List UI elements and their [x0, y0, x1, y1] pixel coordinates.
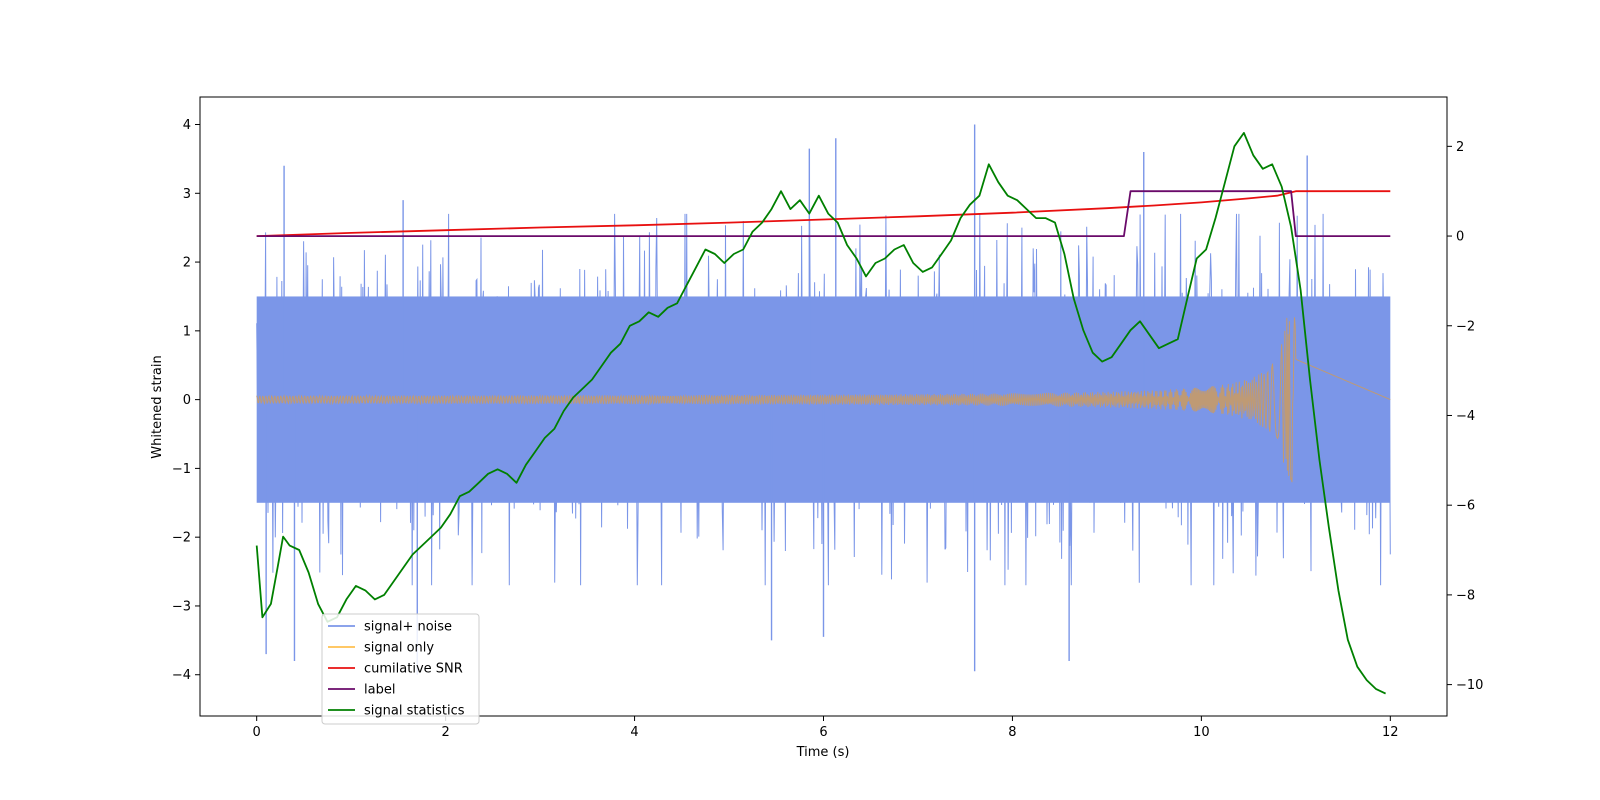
- y-axis-label: Whitened strain: [150, 355, 165, 458]
- y-tick-label: 2: [183, 256, 191, 271]
- y2-tick-label: 2: [1456, 140, 1464, 155]
- y-tick-label: −3: [172, 599, 191, 614]
- series-label: [256, 190, 1391, 237]
- legend-label: signal+ noise: [364, 620, 452, 635]
- x-tick-label: 8: [1008, 725, 1016, 740]
- y2-tick-label: −8: [1456, 588, 1475, 603]
- y2-tick-label: −4: [1456, 409, 1475, 424]
- y-tick-label: 0: [183, 393, 191, 408]
- legend-label: label: [364, 683, 395, 698]
- series-signal-only: [256, 317, 1391, 483]
- legend: signal+ noise signal only cumilative SNR la…: [321, 613, 480, 725]
- y-tick-label: −4: [172, 668, 191, 683]
- series-cumilative-snr: [256, 190, 1391, 237]
- y-tick-label: −1: [172, 462, 191, 477]
- y2-tick-label: −6: [1456, 499, 1475, 514]
- y-tick-label: 1: [183, 324, 191, 339]
- x-tick-label: 4: [630, 725, 638, 740]
- y2-tick-label: −10: [1456, 678, 1483, 693]
- plot-area: [255, 124, 1391, 695]
- x-tick-label: 2: [441, 725, 449, 740]
- series-signal-statistics: [255, 132, 1386, 695]
- legend-label: signal only: [364, 641, 434, 656]
- y-tick-label: 3: [183, 187, 191, 202]
- legend-box: [321, 613, 480, 725]
- y2-tick-label: −2: [1456, 319, 1475, 334]
- x-tick-label: 12: [1382, 725, 1399, 740]
- y-axis-right: −10 −8 −6 −4 −2 0 2: [1447, 140, 1483, 693]
- x-tick-label: 6: [819, 725, 827, 740]
- y-tick-label: 4: [183, 118, 191, 133]
- y-tick-label: −2: [172, 531, 191, 546]
- x-tick-label: 10: [1193, 725, 1210, 740]
- y2-tick-label: 0: [1456, 230, 1464, 245]
- y-axis-left: −4 −3 −2 −1 0 1 2 3 4: [172, 118, 200, 683]
- x-tick-label: 0: [253, 725, 261, 740]
- legend-label: cumilative SNR: [364, 662, 463, 677]
- x-axis: 0 2 4 6 8 10 12: [253, 716, 1399, 740]
- x-axis-label: Time (s): [796, 745, 850, 760]
- legend-label: signal statistics: [364, 704, 465, 719]
